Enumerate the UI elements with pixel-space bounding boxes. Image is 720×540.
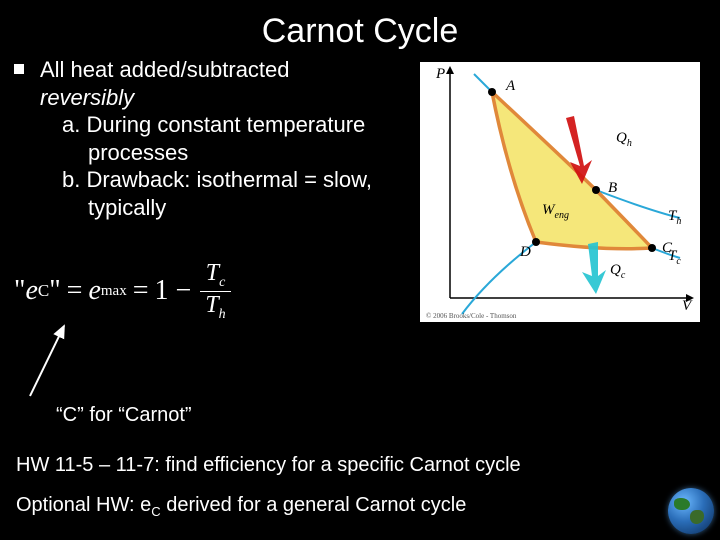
label-weng: Weng — [542, 202, 569, 221]
globe-icon — [668, 488, 714, 534]
label-th: Th — [668, 208, 681, 227]
label-qc: Qc — [610, 262, 625, 281]
slide: Carnot Cycle All heat added/subtracted r… — [0, 0, 720, 540]
bullet-main: All heat added/subtracted — [14, 56, 420, 84]
pv-diagram: P V A B C D Qh Qc Th Tc Weng © 2006 Broo… — [420, 62, 700, 322]
homework-line-2: Optional HW: eC derived for a general Ca… — [16, 494, 466, 519]
label-qh: Qh — [616, 130, 632, 149]
point-label-d: D — [520, 244, 531, 261]
axis-label-p: P — [436, 66, 445, 83]
bullet-square-icon — [14, 64, 24, 74]
annotation-arrow — [20, 320, 100, 410]
bullet-main-text: All heat added/subtracted — [40, 56, 290, 84]
homework-line-1: HW 11-5 – 11-7: find efficiency for a sp… — [16, 454, 521, 477]
label-tc: Tc — [668, 248, 681, 267]
arrow-caption: “C” for “Carnot” — [56, 404, 192, 427]
copyright-text: © 2006 Brooks/Cole - Thomson — [426, 312, 516, 320]
efficiency-equation: "eC" = emax = 1 − Tc Th — [14, 260, 236, 323]
slide-title: Carnot Cycle — [0, 12, 720, 51]
bullet-reversibly: reversibly — [40, 84, 420, 112]
point-label-a: A — [506, 78, 515, 95]
diagram-column: P V A B C D Qh Qc Th Tc Weng © 2006 Broo… — [420, 56, 720, 322]
axis-label-v: V — [682, 298, 691, 315]
subpoint-a: a. During constant temperature processes — [62, 111, 420, 166]
pv-diagram-svg — [420, 62, 700, 322]
point-label-b: B — [608, 180, 617, 197]
subpoint-b: b. Drawback: isothermal = slow, typicall… — [62, 166, 420, 221]
